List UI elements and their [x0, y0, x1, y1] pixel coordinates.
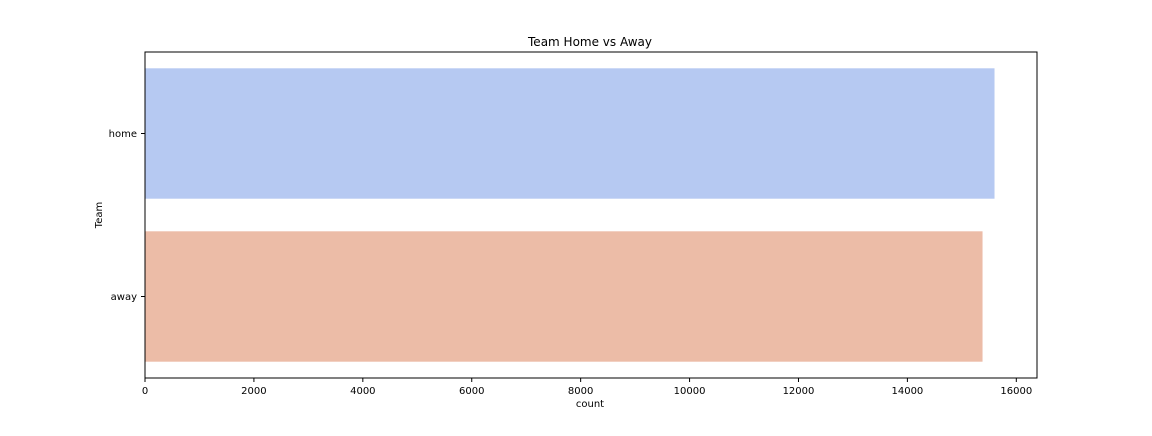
x-tick-label: 8000 [568, 386, 593, 397]
x-tick-label: 10000 [674, 386, 706, 397]
x-tick-label: 16000 [1000, 386, 1032, 397]
x-axis: 0 2000 4000 6000 8000 10000 12000 14000 16000 [142, 378, 1032, 397]
x-tick-label: 6000 [459, 386, 484, 397]
plot-frame [144, 51, 1038, 379]
x-tick-label: 2000 [241, 386, 266, 397]
y-axis: home away [109, 129, 145, 303]
chart-title: Team Home vs Away [527, 35, 652, 49]
bar-home [145, 68, 995, 199]
bars-layer [145, 68, 995, 362]
x-tick-label: 0 [142, 386, 148, 397]
bar-away [145, 231, 983, 362]
x-tick-label: 4000 [350, 386, 375, 397]
y-tick-label-home: home [109, 129, 137, 140]
y-axis-label: Team [94, 202, 105, 229]
y-tick-label-away: away [111, 292, 137, 303]
x-tick-label: 14000 [891, 386, 923, 397]
x-tick-label: 12000 [783, 386, 815, 397]
x-axis-label: count [576, 399, 604, 410]
